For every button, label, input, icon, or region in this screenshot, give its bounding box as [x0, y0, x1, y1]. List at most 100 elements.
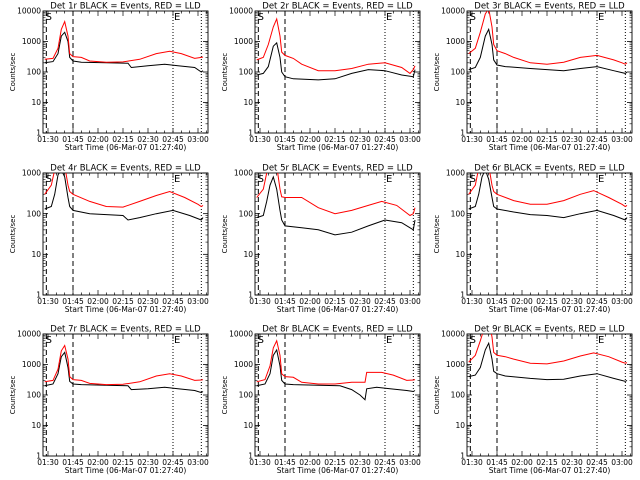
y-tick-label: 1 [36, 291, 41, 300]
end-marker: E [174, 174, 180, 185]
chart-panel-6: Det 6r BLACK = Events, RED = LLD 1 10 100 10… [433, 164, 633, 315]
events-series-line [256, 175, 416, 236]
y-tick-label: 1000 [446, 169, 465, 178]
x-axis-label: Start Time (06-Mar-07 01:27:40) [277, 466, 399, 475]
x-tick-label: 03:00 [399, 458, 421, 467]
y-axis-label: Counts/sec [433, 215, 441, 254]
y-tick-label: 100 [239, 391, 254, 400]
x-tick-label: 01:45 [62, 135, 84, 144]
lld-series-line [256, 173, 416, 217]
x-tick-label: 02:45 [374, 458, 396, 467]
chart-title: Det 4r BLACK = Events, RED = LLD [50, 164, 201, 174]
y-tick-label: 1000 [234, 37, 253, 46]
lld-series-line [44, 344, 204, 386]
y-tick-label: 1000 [446, 37, 465, 46]
events-series-line [468, 341, 628, 382]
events-series-line [44, 173, 204, 221]
y-tick-label: 10 [455, 421, 465, 430]
x-tick-label: 01:30 [37, 458, 59, 467]
x-tick-label: 02:45 [586, 458, 608, 467]
y-tick-label: 1 [248, 291, 253, 300]
y-tick-label: 10 [31, 98, 41, 107]
events-series-line [44, 351, 204, 394]
y-tick-label: 10000 [229, 7, 253, 16]
x-tick-label: 01:45 [274, 135, 296, 144]
x-tick-label: 02:30 [349, 135, 371, 144]
plot-frame [42, 10, 209, 134]
chart-panel-3: Det 3r BLACK = Events, RED = LLD 1 10 100 10… [433, 2, 633, 153]
y-axis-label: Counts/sec [9, 376, 17, 415]
series-group [44, 344, 204, 394]
x-tick-label: 03:00 [399, 135, 421, 144]
lld-series-line [256, 339, 416, 385]
x-tick-label: 02:00 [87, 458, 109, 467]
y-tick-label: 1000 [234, 360, 253, 369]
x-tick-label: 02:45 [374, 135, 396, 144]
x-tick-label: 02:15 [536, 458, 558, 467]
x-tick-label: 02:15 [112, 135, 134, 144]
x-tick-label: 03:00 [187, 458, 209, 467]
x-tick-label: 02:15 [324, 458, 346, 467]
y-tick-label: 10 [31, 250, 41, 259]
x-tick-label: 01:30 [461, 458, 483, 467]
chart-panel-4: Det 4r BLACK = Events, RED = LLD 1 10 100 10… [9, 164, 209, 315]
x-tick-label: 02:00 [511, 458, 533, 467]
y-tick-label: 1000 [22, 169, 41, 178]
y-tick-label: 100 [451, 68, 466, 77]
y-tick-label: 100 [27, 209, 42, 218]
start-marker: S [470, 174, 476, 185]
x-tick-label: 02:30 [561, 297, 583, 306]
y-tick-label: 10 [31, 421, 41, 430]
x-tick-label: 02:00 [87, 297, 109, 306]
x-tick-label: 01:45 [486, 135, 508, 144]
x-tick-label: 02:30 [137, 135, 159, 144]
end-marker: E [386, 174, 392, 185]
x-tick-label: 02:15 [536, 297, 558, 306]
y-tick-label: 10000 [441, 330, 465, 339]
x-tick-label: 02:00 [511, 297, 533, 306]
x-tick-label: 02:45 [162, 135, 184, 144]
series-group [44, 173, 204, 221]
chart-title: Det 3r BLACK = Events, RED = LLD [474, 2, 625, 12]
series-group [256, 173, 416, 236]
y-tick-label: 10 [243, 250, 253, 259]
y-tick-label: 10000 [441, 7, 465, 16]
lld-series-line [44, 20, 204, 63]
x-tick-label: 02:45 [586, 135, 608, 144]
events-series-line [468, 27, 628, 74]
chart-panel-5: Det 5r BLACK = Events, RED = LLD 1 10 100 10… [221, 164, 421, 315]
series-group [468, 173, 628, 221]
y-tick-label: 10000 [17, 330, 41, 339]
chart-panel-2: Det 2r BLACK = Events, RED = LLD 1 10 100 10… [221, 2, 421, 153]
x-axis-label: Start Time (06-Mar-07 01:27:40) [65, 466, 187, 475]
y-tick-label: 1 [460, 129, 465, 138]
events-series-line [44, 31, 204, 73]
y-tick-label: 100 [27, 391, 42, 400]
x-tick-label: 02:30 [137, 458, 159, 467]
chart-title: Det 1r BLACK = Events, RED = LLD [50, 2, 201, 12]
x-tick-label: 01:45 [486, 458, 508, 467]
start-marker: S [470, 335, 476, 346]
y-tick-label: 1 [36, 129, 41, 138]
x-tick-label: 02:30 [561, 458, 583, 467]
series-group [468, 11, 628, 74]
plot-frame [42, 172, 209, 296]
x-tick-label: 02:00 [87, 135, 109, 144]
chart-title: Det 9r BLACK = Events, RED = LLD [474, 325, 625, 335]
x-tick-label: 02:30 [137, 297, 159, 306]
end-marker: E [598, 174, 604, 185]
y-tick-label: 10 [455, 250, 465, 259]
x-tick-label: 01:45 [62, 458, 84, 467]
events-series-line [256, 348, 416, 401]
end-marker: E [174, 335, 180, 346]
x-axis-label: Start Time (06-Mar-07 01:27:40) [277, 143, 399, 152]
plot-frame [42, 333, 209, 457]
y-tick-label: 100 [451, 209, 466, 218]
x-tick-label: 02:45 [162, 458, 184, 467]
x-tick-label: 02:30 [561, 135, 583, 144]
chart-panel-7: Det 7r BLACK = Events, RED = LLD 1 10 100 10… [9, 325, 209, 476]
y-tick-label: 10 [243, 421, 253, 430]
chart-panel-8: Det 8r BLACK = Events, RED = LLD 1 10 100 10… [221, 325, 421, 476]
x-tick-label: 02:30 [349, 297, 371, 306]
